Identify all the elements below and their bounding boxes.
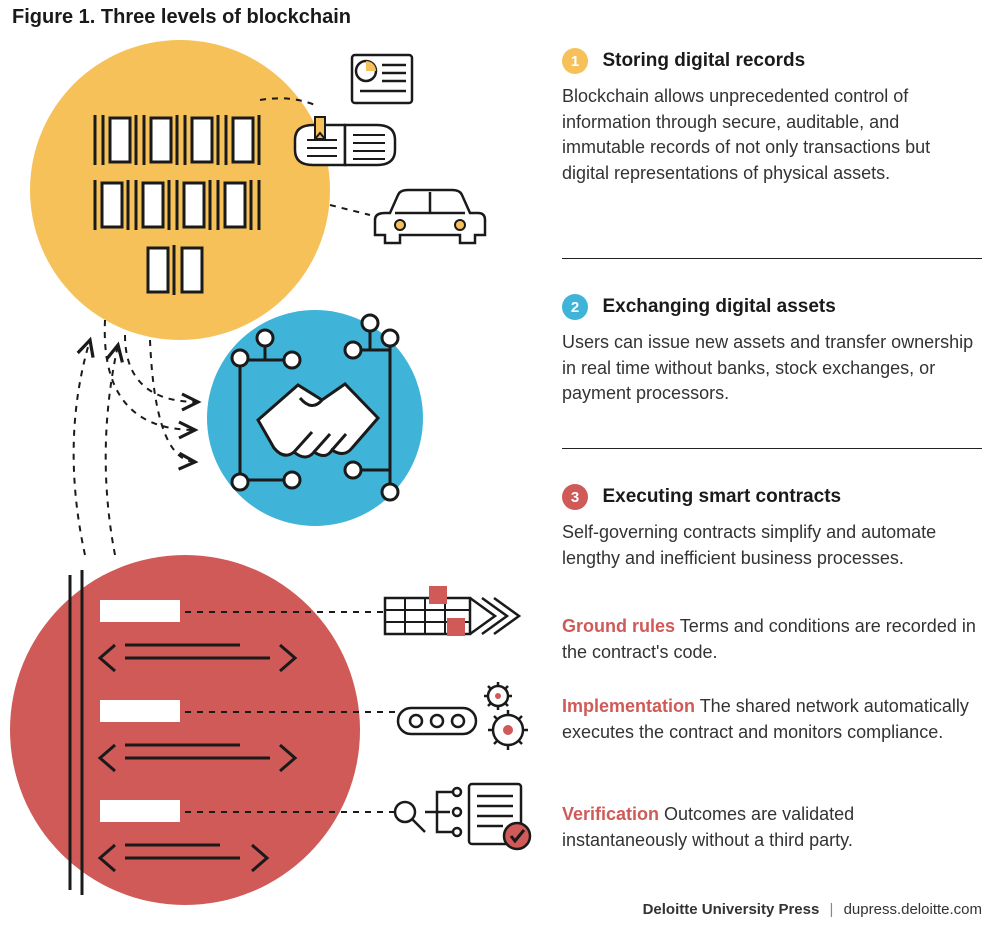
section-3-title: Executing smart contracts [602,486,841,507]
storing-circle [30,40,330,340]
figure-title: Figure 1. Three levels of blockchain [12,6,351,29]
section-3-sub-3: Verification Outcomes are validated inst… [562,802,982,853]
section-3: 3 Executing smart contracts Self-governi… [562,484,982,571]
section-2: 2 Exchanging digital assets Users can is… [562,294,982,407]
section-2-title: Exchanging digital assets [602,296,835,317]
section-3-body: Self-governing contracts simplify and au… [562,520,982,571]
book-doc-icon [295,55,412,165]
divider-2 [562,448,982,449]
section-1-body: Blockchain allows unprecedented control … [562,84,982,186]
sub-1-label: Ground rules [562,616,675,636]
footer-brand: Deloitte University Press [643,901,820,918]
connectors-2 [74,320,198,555]
verification-icon [395,784,530,849]
footer: Deloitte University Press | dupress.delo… [643,901,982,918]
section-3-sub-2: Implementation The shared network automa… [562,694,982,745]
exchange-circle [207,310,423,526]
badge-3: 3 [562,484,588,510]
divider-1 [562,258,982,259]
section-3-sub-1: Ground rules Terms and conditions are re… [562,614,982,665]
sub-2-label: Implementation [562,696,695,716]
footer-sep: | [830,901,834,918]
contracts-circle [10,555,360,905]
connectors-3 [185,612,400,812]
connectors-1 [260,98,370,215]
badge-1: 1 [562,48,588,74]
ground-rules-icon [385,586,519,636]
section-2-body: Users can issue new assets and transfer … [562,330,982,407]
handshake-icon [258,384,378,457]
implementation-icon [398,682,528,750]
sub-3-label: Verification [562,804,659,824]
section-1-title: Storing digital records [602,50,805,71]
footer-url: dupress.deloitte.com [844,901,982,918]
badge-2: 2 [562,294,588,320]
section-1: 1 Storing digital records Blockchain all… [562,48,982,186]
car-icon [375,190,485,243]
